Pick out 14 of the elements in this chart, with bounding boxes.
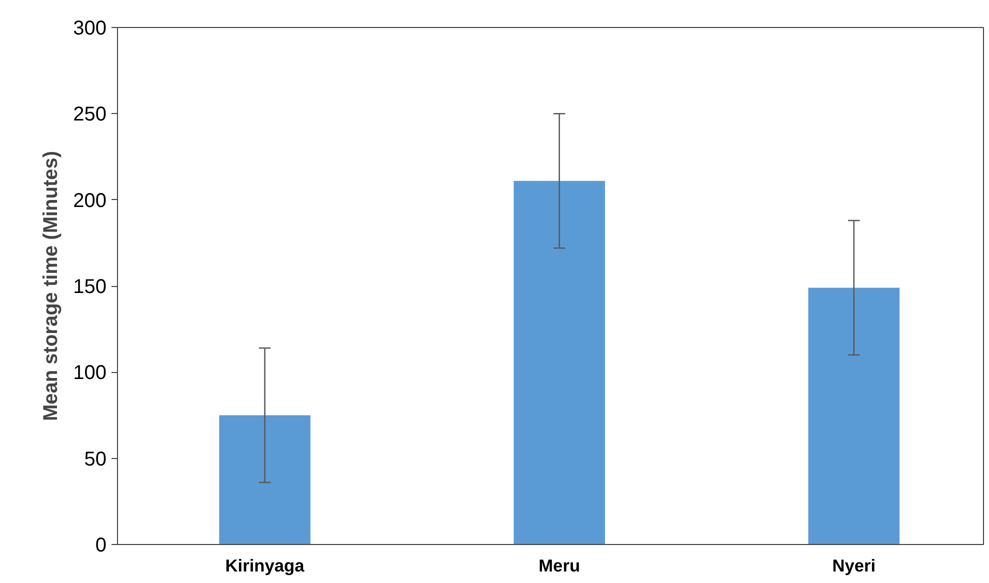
y-tick-label: 250 (73, 104, 107, 126)
y-axis-title: Mean storage time (Minutes) (40, 150, 62, 422)
bar (514, 180, 605, 544)
y-tick-label: 300 (73, 18, 107, 40)
y-tick-label: 200 (73, 190, 107, 212)
x-tick-label: Nyeri (832, 556, 876, 576)
y-tick-label: 150 (73, 276, 107, 298)
y-tick-label: 100 (73, 362, 107, 384)
x-tick-label: Meru (538, 556, 580, 576)
y-tick-label: 50 (84, 448, 107, 470)
y-tick-label: 0 (95, 534, 106, 556)
bar (808, 288, 900, 544)
bar (219, 415, 310, 544)
x-tick-label: Kirinyaga (225, 556, 305, 576)
